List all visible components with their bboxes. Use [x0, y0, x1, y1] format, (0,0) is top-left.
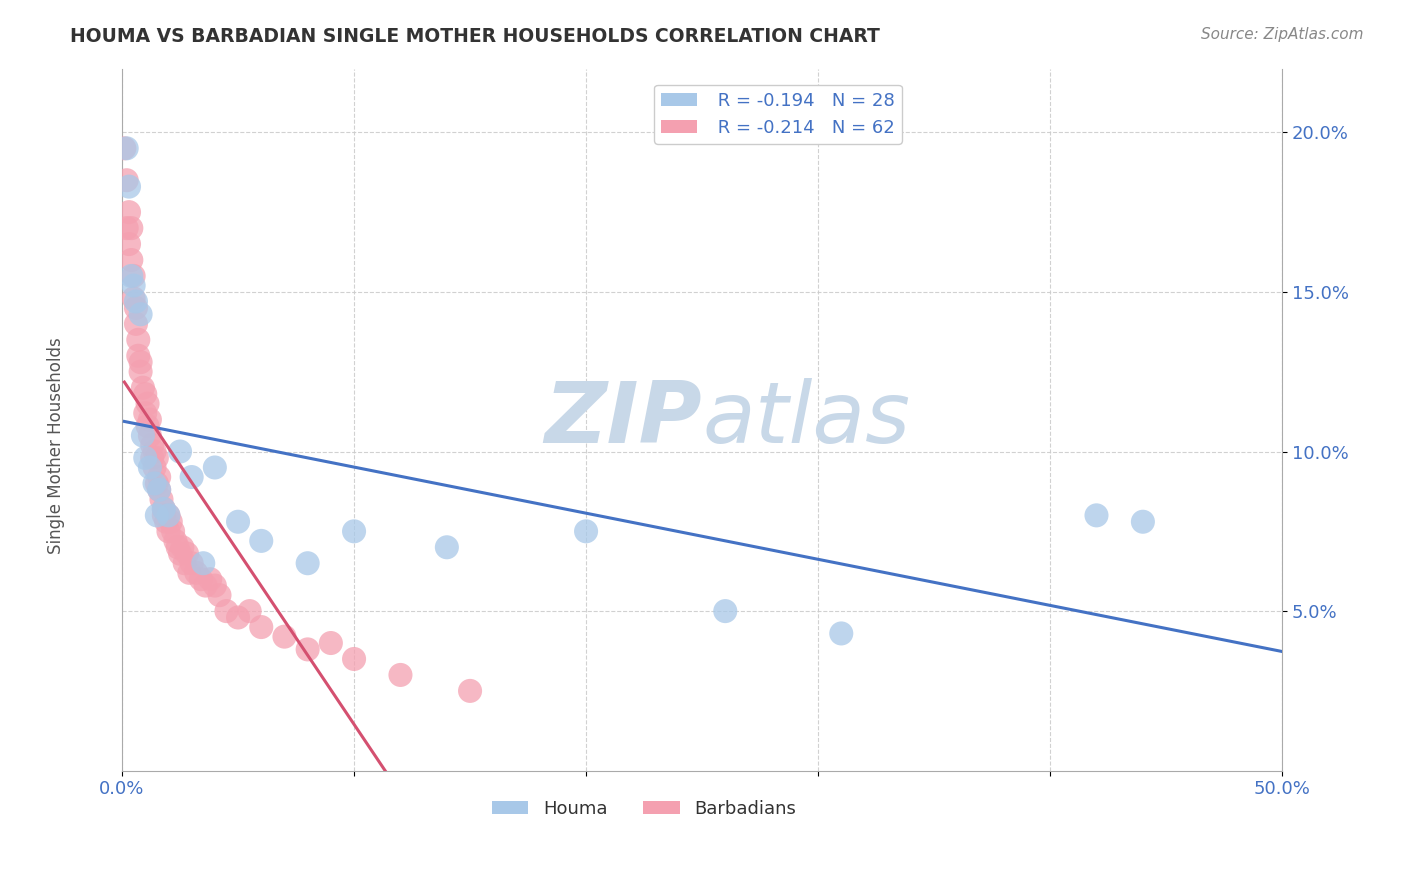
Point	[112, 141, 135, 155]
Point	[153, 508, 176, 523]
Point	[169, 547, 191, 561]
Point	[115, 173, 138, 187]
Point	[122, 268, 145, 283]
Point	[194, 578, 217, 592]
Point	[132, 381, 155, 395]
Point	[120, 268, 142, 283]
Point	[166, 541, 188, 555]
Point	[136, 419, 159, 434]
Point	[118, 237, 141, 252]
Point	[297, 642, 319, 657]
Text: atlas: atlas	[702, 378, 910, 461]
Point	[157, 508, 180, 523]
Point	[150, 492, 173, 507]
Point	[129, 365, 152, 379]
Point	[127, 349, 149, 363]
Point	[179, 566, 201, 580]
Point	[575, 524, 598, 539]
Point	[319, 636, 342, 650]
Point	[148, 483, 170, 497]
Point	[125, 294, 148, 309]
Point	[172, 541, 194, 555]
Point	[139, 460, 162, 475]
Point	[714, 604, 737, 618]
Point	[436, 541, 458, 555]
Text: Source: ZipAtlas.com: Source: ZipAtlas.com	[1201, 27, 1364, 42]
Point	[120, 253, 142, 268]
Point	[143, 460, 166, 475]
Point	[146, 476, 169, 491]
Point	[148, 483, 170, 497]
Point	[458, 684, 481, 698]
Point	[153, 502, 176, 516]
Point	[389, 668, 412, 682]
Point	[200, 572, 222, 586]
Point	[250, 533, 273, 548]
Point	[118, 179, 141, 194]
Point	[129, 355, 152, 369]
Text: ZIP: ZIP	[544, 378, 702, 461]
Legend: Houma, Barbadians: Houma, Barbadians	[485, 792, 803, 825]
Point	[143, 444, 166, 458]
Point	[250, 620, 273, 634]
Point	[141, 438, 163, 452]
Point	[297, 556, 319, 570]
Point	[176, 547, 198, 561]
Point	[226, 610, 249, 624]
Point	[146, 450, 169, 465]
Point	[132, 428, 155, 442]
Point	[129, 307, 152, 321]
Text: Single Mother Households: Single Mother Households	[48, 338, 65, 554]
Point	[226, 515, 249, 529]
Point	[125, 317, 148, 331]
Point	[141, 450, 163, 465]
Point	[146, 508, 169, 523]
Point	[830, 626, 852, 640]
Point	[122, 291, 145, 305]
Point	[157, 508, 180, 523]
Point	[134, 406, 156, 420]
Point	[180, 556, 202, 570]
Point	[157, 524, 180, 539]
Point	[122, 278, 145, 293]
Text: HOUMA VS BARBADIAN SINGLE MOTHER HOUSEHOLDS CORRELATION CHART: HOUMA VS BARBADIAN SINGLE MOTHER HOUSEHO…	[70, 27, 880, 45]
Point	[115, 221, 138, 235]
Point	[115, 141, 138, 155]
Point	[204, 578, 226, 592]
Point	[153, 502, 176, 516]
Point	[208, 588, 231, 602]
Point	[239, 604, 262, 618]
Point	[343, 652, 366, 666]
Point	[139, 428, 162, 442]
Point	[186, 566, 208, 580]
Point	[273, 630, 295, 644]
Point	[215, 604, 238, 618]
Point	[1132, 515, 1154, 529]
Point	[136, 397, 159, 411]
Point	[162, 524, 184, 539]
Point	[127, 333, 149, 347]
Point	[134, 450, 156, 465]
Point	[134, 387, 156, 401]
Point	[159, 515, 181, 529]
Point	[139, 412, 162, 426]
Point	[343, 524, 366, 539]
Point	[204, 460, 226, 475]
Point	[173, 556, 195, 570]
Point	[155, 515, 177, 529]
Point	[180, 470, 202, 484]
Point	[125, 301, 148, 315]
Point	[143, 476, 166, 491]
Point	[190, 572, 212, 586]
Point	[165, 533, 187, 548]
Point	[1085, 508, 1108, 523]
Point	[148, 470, 170, 484]
Point	[169, 444, 191, 458]
Point	[120, 221, 142, 235]
Point	[118, 205, 141, 219]
Point	[193, 556, 215, 570]
